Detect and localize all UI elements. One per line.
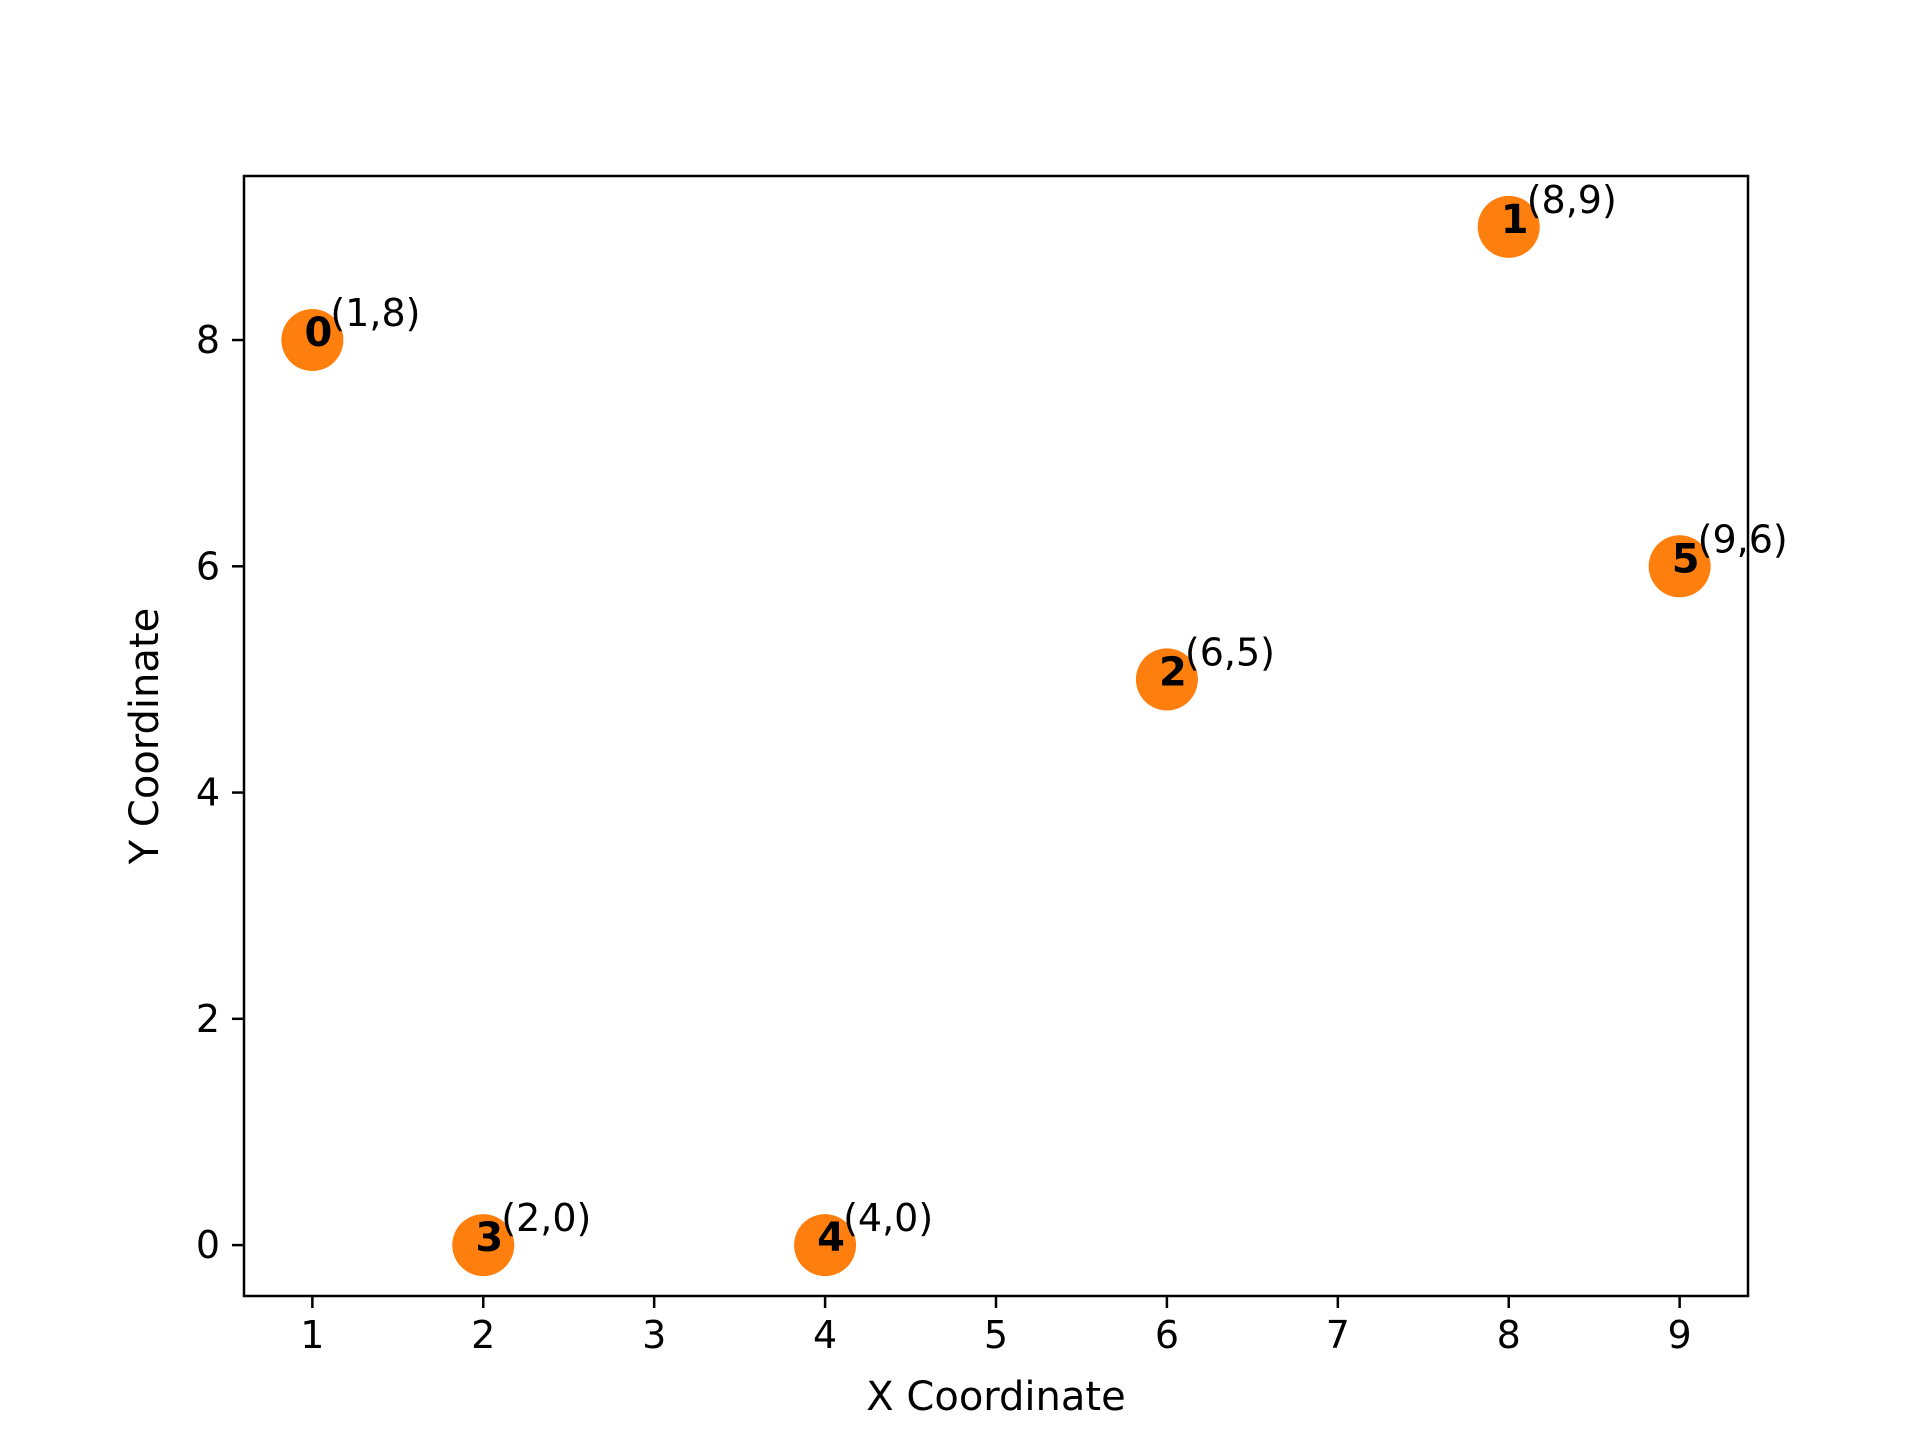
data-point: 0(1,8) bbox=[281, 291, 420, 372]
point-coord-label: (8,9) bbox=[1527, 178, 1617, 222]
point-marker bbox=[452, 1214, 515, 1277]
point-id-label: 0 bbox=[304, 310, 332, 356]
point-marker bbox=[1477, 195, 1540, 258]
y-axis-label: Y Coordinate bbox=[122, 608, 168, 865]
y-tick-label: 8 bbox=[196, 318, 220, 362]
point-id-label: 5 bbox=[1672, 536, 1700, 582]
data-point: 2(6,5) bbox=[1135, 630, 1275, 711]
plot-frame bbox=[242, 174, 1750, 1298]
point-marker bbox=[281, 309, 344, 372]
point-coord-label: (6,5) bbox=[1185, 630, 1275, 674]
point-id-label: 2 bbox=[1159, 649, 1187, 695]
point-coord-label: (4,0) bbox=[843, 1196, 933, 1240]
y-tick-label: 4 bbox=[196, 771, 220, 815]
data-point: 5(9,6) bbox=[1648, 517, 1788, 598]
point-marker bbox=[1135, 648, 1198, 711]
x-tick-label: 5 bbox=[984, 1313, 1008, 1357]
points-layer: 0(1,8) 1(8,9) 2(6,5) 3(2,0) 4(4,0) 5(9,6) bbox=[281, 178, 1788, 1277]
data-point: 4(4,0) bbox=[794, 1196, 933, 1277]
ticks-layer: 1 2 3 4 5 6 7 8 9 0 2 4 6 8 bbox=[196, 318, 1692, 1357]
x-tick-label: 8 bbox=[1497, 1313, 1521, 1357]
point-id-label: 1 bbox=[1501, 197, 1529, 243]
point-marker bbox=[1648, 535, 1711, 598]
point-id-label: 3 bbox=[475, 1215, 503, 1261]
point-coord-label: (1,8) bbox=[330, 291, 420, 335]
x-tick-label: 4 bbox=[813, 1313, 837, 1357]
data-point: 3(2,0) bbox=[452, 1196, 591, 1277]
x-tick-label: 1 bbox=[300, 1313, 324, 1357]
data-point: 1(8,9) bbox=[1477, 178, 1617, 258]
y-tick-label: 6 bbox=[196, 544, 220, 588]
x-tick-label: 3 bbox=[642, 1313, 666, 1357]
x-axis-label: X Coordinate bbox=[866, 1374, 1125, 1420]
x-tick-label: 9 bbox=[1668, 1313, 1692, 1357]
point-id-label: 4 bbox=[817, 1215, 845, 1261]
point-marker bbox=[794, 1214, 857, 1277]
y-tick-label: 2 bbox=[196, 997, 220, 1041]
x-tick-label: 2 bbox=[471, 1313, 495, 1357]
y-tick-label: 0 bbox=[196, 1223, 220, 1267]
point-coord-label: (9,6) bbox=[1698, 517, 1788, 561]
x-tick-label: 6 bbox=[1155, 1313, 1179, 1357]
point-coord-label: (2,0) bbox=[501, 1196, 591, 1240]
x-tick-label: 7 bbox=[1326, 1313, 1350, 1357]
